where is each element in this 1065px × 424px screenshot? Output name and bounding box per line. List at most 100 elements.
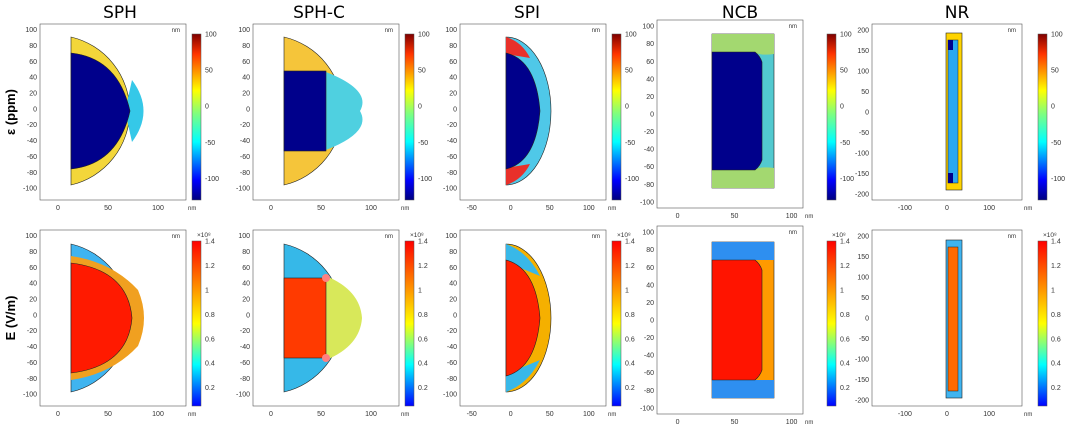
- y-tick-label: -100: [443, 186, 457, 193]
- y-tick-label: 100: [642, 24, 654, 31]
- y-tick-label: -80: [644, 182, 654, 189]
- y-tick-label: 20: [29, 90, 37, 97]
- core-region: [947, 246, 959, 392]
- colorbar-exponent: ×10⁸: [410, 232, 424, 239]
- colorbar-strain-ncb: [826, 33, 837, 201]
- y-tick-label: -200: [855, 191, 869, 198]
- colorbar-tick-label: 0.6: [1051, 336, 1061, 343]
- y-tick-label: 20: [242, 90, 250, 97]
- y-tick-label: 80: [29, 249, 37, 256]
- y-tick-label: -40: [644, 353, 654, 360]
- colorbar-tick-label: 0.8: [1051, 312, 1061, 319]
- colorbar-tick-label: 1.2: [418, 263, 428, 270]
- x-tick-label: 50: [546, 411, 554, 418]
- panel-strain-sph: [39, 23, 187, 201]
- y-tick-label: -80: [240, 170, 250, 177]
- y-tick-label: -100: [443, 392, 457, 399]
- x-tick-label: 50: [731, 419, 739, 424]
- y-unit-label: nm: [789, 24, 797, 30]
- x-unit-label: nm: [188, 412, 196, 418]
- y-tick-label: 0: [453, 106, 457, 113]
- field-mid-region: [326, 276, 362, 360]
- y-tick-label: 80: [646, 41, 654, 48]
- colorbar-tick-label: 1: [205, 287, 209, 294]
- y-tick-label: 40: [29, 281, 37, 288]
- y-tick-label: 200: [857, 28, 869, 35]
- y-unit-label: nm: [789, 230, 797, 236]
- y-tick-label: -40: [27, 138, 37, 145]
- colorbar-field-nr: [1037, 240, 1048, 407]
- colorbar-tick-label: 50: [840, 68, 848, 75]
- y-tick-label: 60: [29, 59, 37, 66]
- colorbar-tick-label: 100: [625, 32, 637, 39]
- x-unit-label: nm: [1024, 206, 1032, 212]
- y-tick-label: 40: [449, 281, 457, 288]
- y-tick-label: 20: [29, 296, 37, 303]
- core-region: [70, 52, 131, 170]
- x-unit-label: nm: [401, 412, 409, 418]
- y-tick-label: -100: [640, 405, 654, 412]
- colorbar-tick-label: 0.2: [840, 385, 850, 392]
- core-region: [947, 39, 959, 184]
- y-tick-label: -150: [855, 171, 869, 178]
- core-region: [70, 262, 133, 374]
- colorbar-tick-label: 0.8: [840, 312, 850, 319]
- colorbar-tick-label: 1.2: [625, 263, 635, 270]
- y-tick-label: 40: [646, 282, 654, 289]
- col-title-sph-c: SPH-C: [293, 3, 345, 23]
- y-tick-label: -40: [240, 138, 250, 145]
- y-tick-label: -20: [27, 122, 37, 129]
- shell-bottom-region: [506, 360, 540, 392]
- y-tick-label: 40: [242, 281, 250, 288]
- x-unit-label: nm: [188, 206, 196, 212]
- core-top-region: [948, 40, 953, 50]
- y-tick-label: 100: [238, 27, 250, 34]
- x-tick-label: 0: [945, 205, 949, 212]
- y-tick-label: -60: [27, 154, 37, 161]
- x-tick-label: 0: [676, 213, 680, 220]
- y-tick-label: -20: [644, 335, 654, 342]
- panel-field-ncb: [656, 225, 804, 415]
- colorbar-tick-label: 1.2: [1051, 263, 1061, 270]
- y-tick-label: -80: [27, 376, 37, 383]
- shell-bottom-region: [712, 380, 774, 398]
- x-tick-label: 0: [509, 411, 513, 418]
- x-unit-label: nm: [805, 420, 813, 424]
- core-region: [283, 277, 327, 359]
- y-tick-label: 60: [646, 59, 654, 66]
- y-tick-label: 100: [445, 233, 457, 240]
- y-tick-label: -50: [859, 336, 869, 343]
- y-tick-label: -20: [240, 328, 250, 335]
- x-tick-label: 100: [365, 205, 377, 212]
- colorbar-tick-label: 0.4: [205, 361, 215, 368]
- colorbar-tick-label: 50: [205, 68, 213, 75]
- y-unit-label: nm: [385, 28, 393, 34]
- colorbar-tick-label: -50: [840, 140, 850, 147]
- y-tick-label: 100: [857, 69, 869, 76]
- y-tick-label: -40: [240, 344, 250, 351]
- x-tick-label: -100: [898, 411, 912, 418]
- colorbar-tick-label: 0: [418, 104, 422, 111]
- y-tick-label: -100: [236, 186, 250, 193]
- y-tick-label: -20: [27, 328, 37, 335]
- colorbar-tick-label: -50: [625, 140, 635, 147]
- colorbar-tick-label: 100: [840, 32, 852, 39]
- colorbar-tick-label: 100: [205, 32, 217, 39]
- x-unit-label: nm: [805, 214, 813, 220]
- y-tick-label: -100: [640, 199, 654, 206]
- y-tick-label: 80: [449, 249, 457, 256]
- x-tick-label: 100: [365, 411, 377, 418]
- y-tick-label: -80: [447, 170, 457, 177]
- y-tick-label: -20: [644, 129, 654, 136]
- y-tick-label: 100: [238, 233, 250, 240]
- colorbar-strain-sph: [191, 33, 202, 201]
- colorbar-tick-label: 0.6: [418, 336, 428, 343]
- colorbar-tick-label: 0: [205, 104, 209, 111]
- panel-strain-nr: [871, 23, 1023, 201]
- x-tick-label: 50: [546, 205, 554, 212]
- colorbar-strain-spi: [611, 33, 622, 201]
- y-tick-label: 0: [33, 312, 37, 319]
- colorbar-tick-label: 0: [840, 104, 844, 111]
- y-tick-label: -60: [240, 360, 250, 367]
- y-tick-label: -60: [447, 360, 457, 367]
